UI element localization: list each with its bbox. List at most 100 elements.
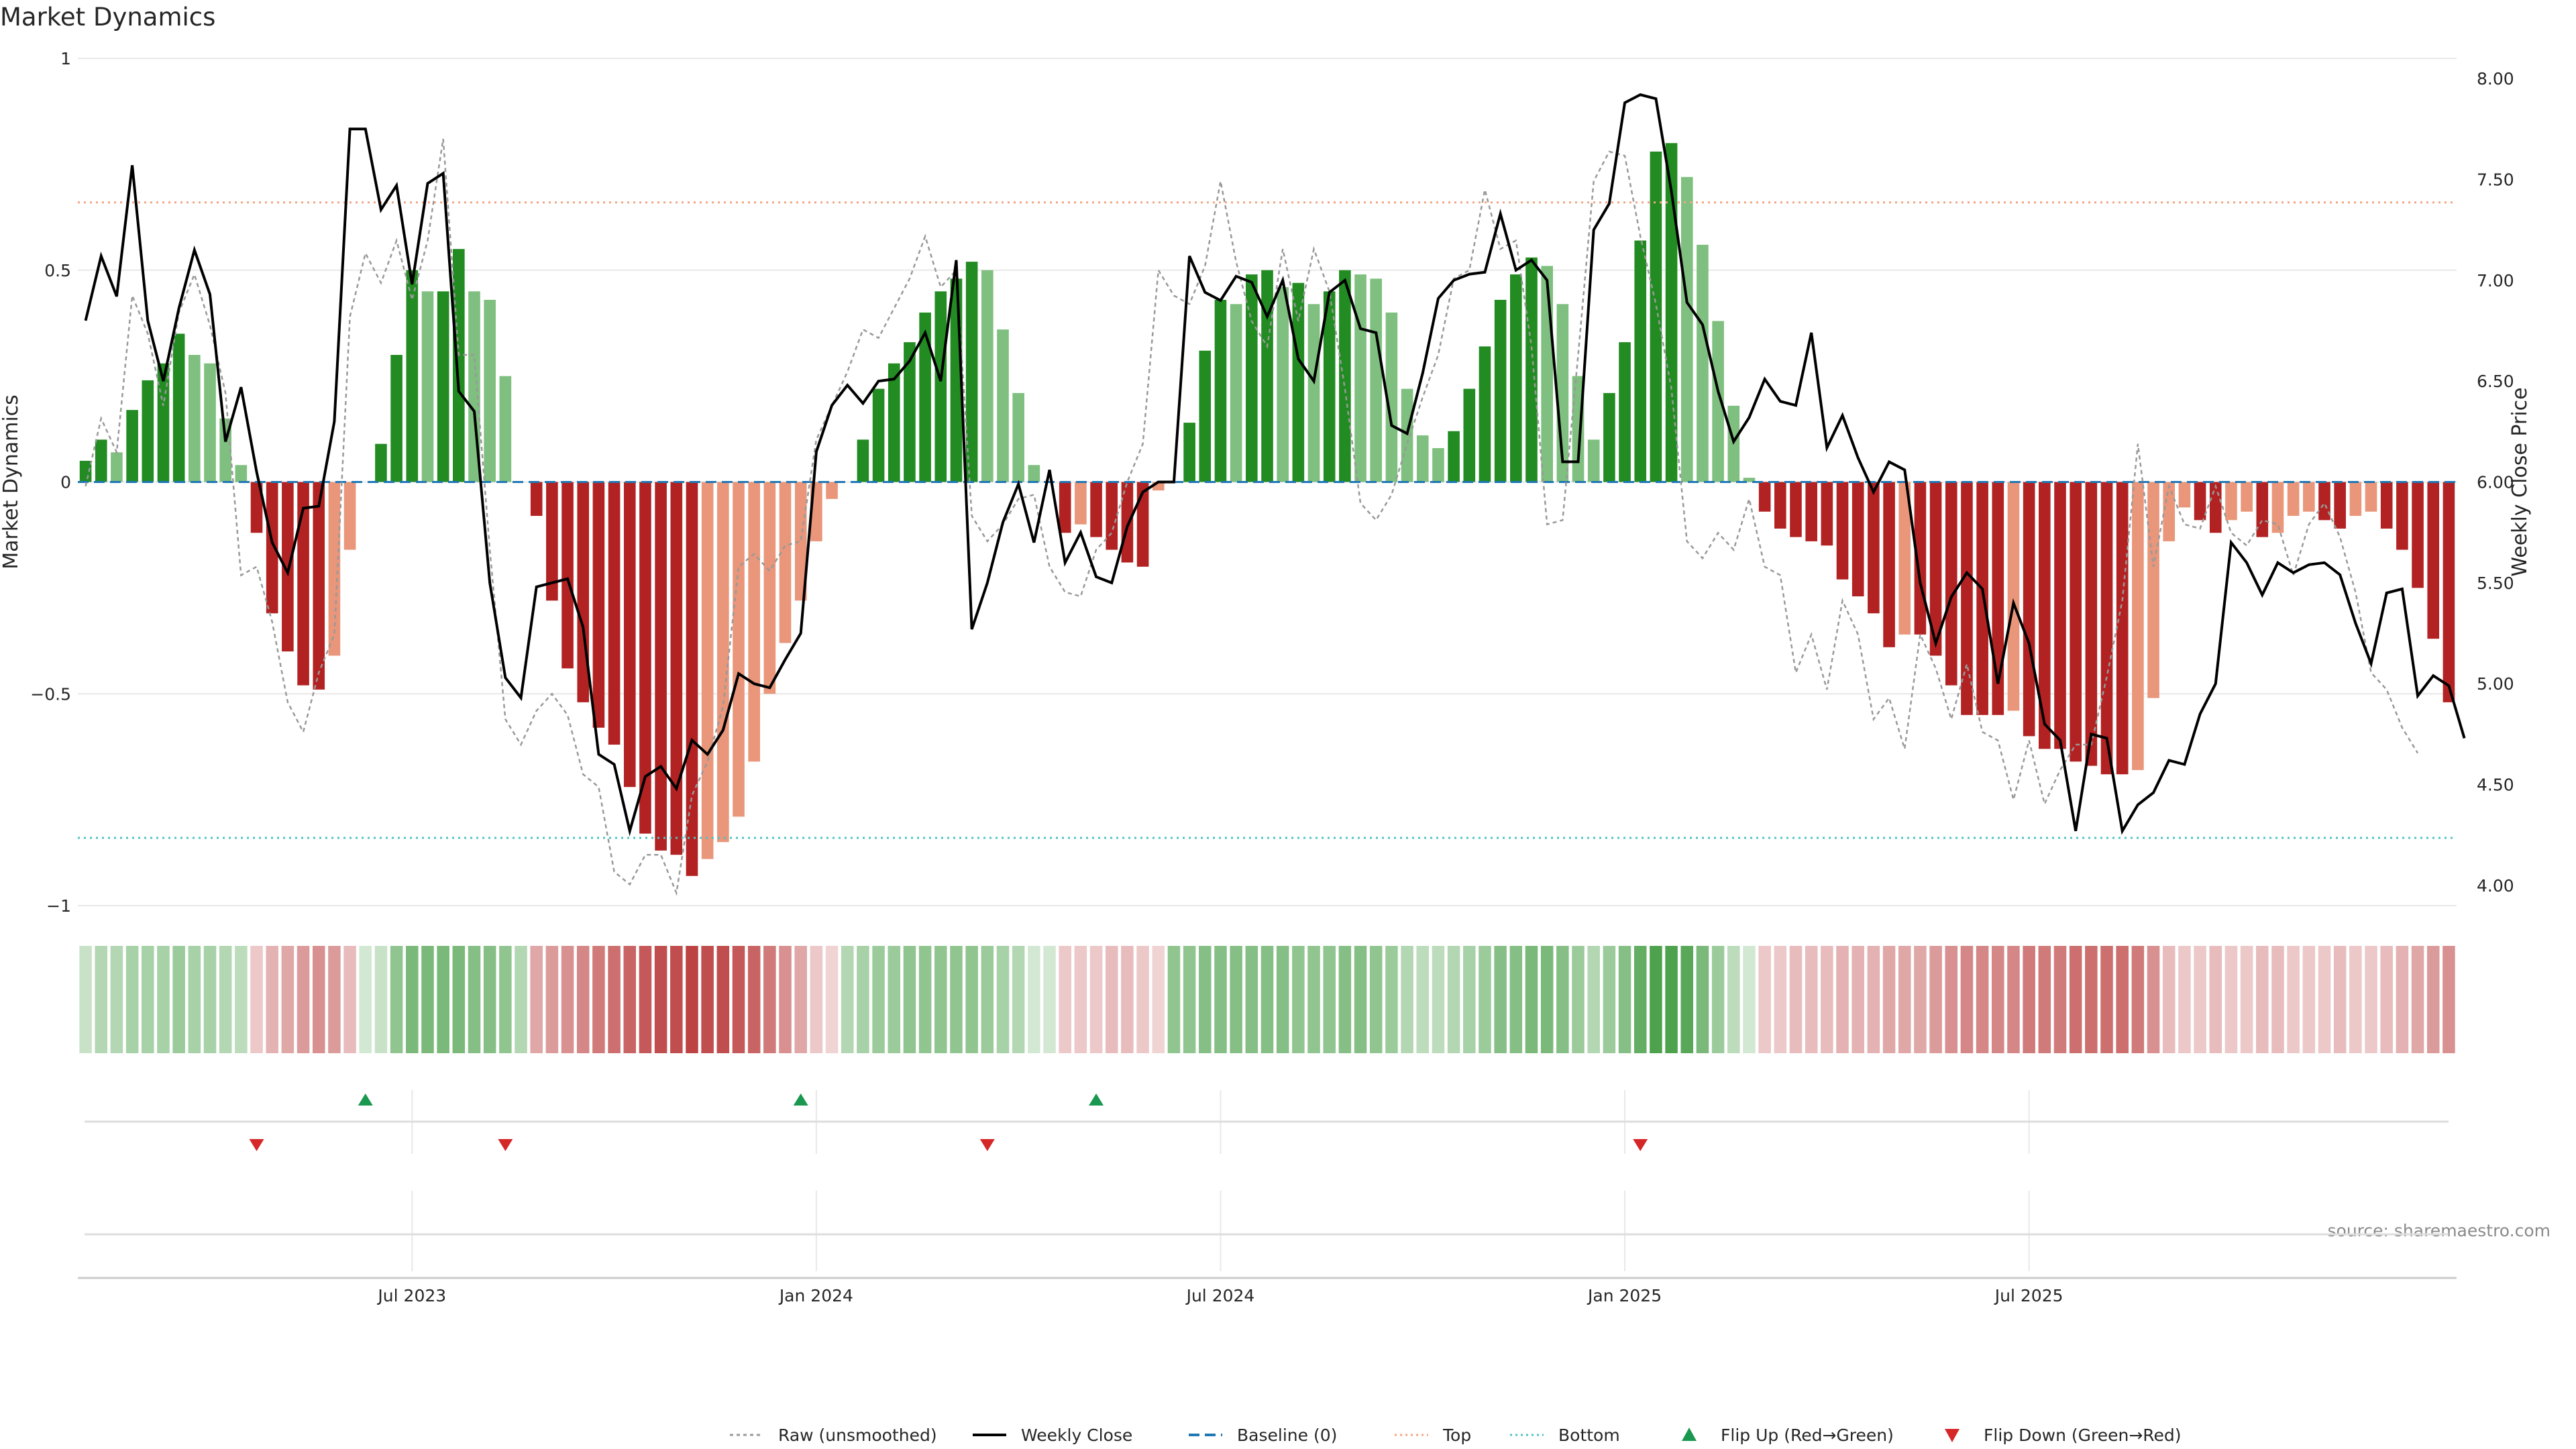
bar xyxy=(701,482,714,859)
bar xyxy=(2116,482,2129,775)
bar xyxy=(437,291,449,482)
heat-cell xyxy=(2116,946,2129,1053)
bar xyxy=(1883,482,1895,647)
bar xyxy=(484,299,496,482)
heat-cell xyxy=(763,946,776,1053)
heat-cell xyxy=(1743,946,1756,1053)
heat-cell xyxy=(1432,946,1445,1053)
heat-cell xyxy=(794,946,807,1053)
heat-cell xyxy=(219,946,232,1053)
heat-cell xyxy=(390,946,403,1053)
bar xyxy=(1697,244,1709,482)
heat-cell xyxy=(1292,946,1305,1053)
heat-cell xyxy=(2100,946,2113,1053)
bar xyxy=(1385,312,1398,482)
bar xyxy=(1961,482,1973,715)
bar xyxy=(1292,282,1305,482)
bar xyxy=(2178,482,2191,508)
heat-cell xyxy=(1633,946,1647,1053)
heat-cell xyxy=(2194,946,2206,1053)
heat-cell xyxy=(1136,946,1149,1053)
bar xyxy=(1370,278,1383,482)
bar xyxy=(670,482,683,855)
heat-cell xyxy=(312,946,325,1053)
heat-cell xyxy=(452,946,466,1053)
heat-cell xyxy=(888,946,901,1053)
heat-cell xyxy=(903,946,916,1053)
heat-cell xyxy=(1696,946,1709,1053)
bar xyxy=(717,482,729,843)
heat-cell xyxy=(1789,946,1803,1053)
heat-cell xyxy=(1680,946,1694,1053)
heat-cell xyxy=(2271,946,2284,1053)
legend-item: Weekly Close xyxy=(973,1426,1132,1445)
heat-cell xyxy=(2426,946,2440,1053)
heat-cell xyxy=(950,946,963,1053)
legend-item: Raw (unsmoothed) xyxy=(730,1426,937,1445)
bar xyxy=(1603,392,1615,482)
bar xyxy=(1898,482,1911,635)
heat-cell xyxy=(1914,946,1927,1053)
bar xyxy=(499,376,512,482)
heat-cell xyxy=(2240,946,2253,1053)
heat-cell xyxy=(2443,946,2455,1053)
y-tick-left: 1 xyxy=(60,49,71,68)
flip-up-marker xyxy=(1089,1093,1104,1106)
heat-cell xyxy=(1758,946,1771,1053)
heat-cell xyxy=(437,946,449,1053)
bar xyxy=(1059,482,1071,533)
heat-cell xyxy=(1385,946,1398,1053)
heat-cell xyxy=(2147,946,2160,1053)
bar xyxy=(1136,482,1149,567)
legend-label: Flip Down (Green→Red) xyxy=(1984,1426,2182,1445)
heat-cell xyxy=(1354,946,1367,1053)
bar xyxy=(1261,270,1273,482)
heat-cell xyxy=(1074,946,1087,1053)
bar xyxy=(592,482,605,728)
heat-cell xyxy=(142,946,154,1053)
heat-cell xyxy=(1059,946,1071,1053)
heat-cell xyxy=(406,946,419,1053)
heat-cell xyxy=(2318,946,2331,1053)
bar xyxy=(1821,482,1833,546)
heat-cell xyxy=(1540,946,1554,1053)
bar xyxy=(1836,482,1849,580)
legend-label: Flip Up (Red→Green) xyxy=(1721,1426,1894,1445)
heat-cell xyxy=(1665,946,1678,1053)
bar xyxy=(934,291,947,482)
bar xyxy=(2349,482,2362,517)
bar xyxy=(1494,299,1507,482)
x-tick-label: Jul 2023 xyxy=(376,1286,446,1305)
heat-cell xyxy=(2380,946,2393,1053)
heat-cell xyxy=(716,946,730,1053)
x-tick-label: Jan 2025 xyxy=(1587,1286,1662,1305)
heat-cell xyxy=(1276,946,1289,1053)
heat-cell xyxy=(359,946,372,1053)
bar xyxy=(2334,482,2346,529)
heat-cell xyxy=(2007,946,2020,1053)
bar xyxy=(872,388,885,482)
bar xyxy=(1945,482,1957,686)
bar xyxy=(1758,482,1771,512)
bar xyxy=(2163,482,2176,541)
x-tick-label: Jul 2025 xyxy=(1994,1286,2063,1305)
bar xyxy=(172,333,185,482)
heat-cell xyxy=(545,946,559,1053)
heat-cell xyxy=(592,946,605,1053)
heat-cell xyxy=(1338,946,1352,1053)
legend-label: Raw (unsmoothed) xyxy=(778,1426,937,1445)
y-tick-left: −1 xyxy=(46,896,71,916)
heat-cell xyxy=(157,946,170,1053)
bar xyxy=(328,482,341,656)
heat-cell xyxy=(1992,946,2004,1053)
heat-cell xyxy=(810,946,823,1053)
bar xyxy=(2287,482,2300,517)
bar xyxy=(421,291,434,482)
heat-cell xyxy=(1509,946,1523,1053)
heat-cell xyxy=(1572,946,1585,1053)
heat-cell xyxy=(1650,946,1662,1053)
bar xyxy=(2256,482,2269,537)
bar xyxy=(2380,482,2393,529)
bar xyxy=(2427,482,2440,639)
heat-cell xyxy=(188,946,201,1053)
